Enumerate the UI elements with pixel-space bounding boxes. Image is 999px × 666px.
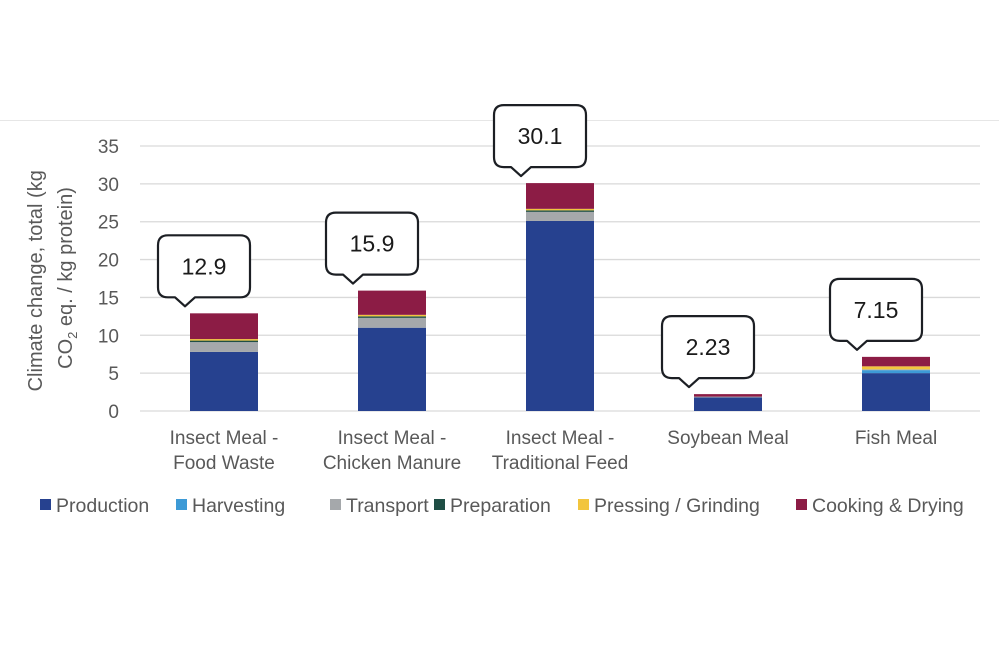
y-tick-label: 30 [98, 175, 119, 196]
y-axis-label-line-2: CO2 eq. / kg protein) [55, 187, 80, 369]
bar-segment-transport [526, 211, 594, 221]
y-tick-label: 15 [98, 288, 119, 309]
callout-total-value: 2.23 [686, 334, 731, 360]
bar-segment-transport [358, 317, 426, 328]
y-axis-ticks: 0 5 10 15 20 25 30 35 [98, 137, 119, 423]
callout-bubble [828, 277, 924, 351]
y-tick-label: 0 [108, 402, 119, 423]
bar-segment-cooking-drying [358, 290, 426, 315]
total-callout: 15.9 [324, 211, 420, 285]
bar-segment-harvesting [862, 370, 930, 374]
legend-label: Cooking & Drying [812, 495, 964, 517]
total-callout: 7.15 [828, 277, 924, 351]
bar-segment-production [190, 351, 258, 411]
x-axis-labels: Insect Meal - Food Waste Insect Meal - Chic… [170, 428, 938, 474]
bar-segment-cooking-drying [862, 356, 930, 367]
legend-item: Production [40, 495, 149, 517]
y-axis-label: Climate change, total (kg CO2 eq. / kg p… [25, 165, 80, 392]
legend-swatch [40, 499, 51, 510]
bar-segment-preparation [190, 340, 258, 343]
y-tick-label: 10 [98, 326, 119, 347]
bar-segment-production [862, 373, 930, 411]
bar-segment-production [526, 220, 594, 411]
legend-swatch [578, 499, 589, 510]
bar-stack [862, 356, 930, 411]
x-category-label: Fish Meal [855, 428, 937, 449]
callout-total-value: 15.9 [350, 231, 395, 257]
bar-segment-transport [862, 369, 930, 371]
legend-label: Harvesting [192, 495, 285, 517]
y-tick-label: 5 [108, 364, 119, 385]
y-axis-label-line-1: Climate change, total (kg [25, 170, 47, 391]
total-callout: 12.9 [156, 234, 252, 308]
x-category-label: Insect Meal - [506, 428, 615, 449]
legend-swatch [330, 499, 341, 510]
bar-segment-transport [190, 342, 258, 352]
legend-swatch [796, 499, 807, 510]
bars [190, 183, 930, 411]
legend-item: Pressing / Grinding [578, 495, 760, 517]
legend-item: Cooking & Drying [796, 495, 964, 517]
legend-item: Harvesting [176, 495, 285, 517]
bar-segment-cooking-drying [694, 394, 762, 397]
total-callout: 2.23 [660, 315, 756, 389]
y-tick-label: 35 [98, 137, 119, 158]
callout-total-value: 12.9 [182, 253, 227, 279]
legend-label: Pressing / Grinding [594, 495, 760, 517]
legend: Production Harvesting Transport Preparation… [40, 495, 964, 517]
bar-segment-pressing-grinding [862, 366, 930, 370]
y-tick-label: 20 [98, 251, 119, 272]
bar-stack [358, 290, 426, 411]
legend-label: Transport [346, 495, 429, 517]
x-category-label: Traditional Feed [492, 453, 629, 474]
total-callouts: 12.9 15.9 30.1 2.23 7.15 [156, 104, 924, 389]
x-category-label: Insect Meal - [338, 428, 447, 449]
x-category-label: Soybean Meal [667, 428, 788, 449]
bar-segment-pressing-grinding [358, 314, 426, 317]
bar-stack [526, 183, 594, 411]
bar-segment-pressing-grinding [190, 339, 258, 341]
x-category-label: Insect Meal - [170, 428, 279, 449]
legend-swatch [434, 499, 445, 510]
bar-segment-transport [694, 396, 762, 398]
bar-segment-production [358, 327, 426, 411]
legend-label: Production [56, 495, 149, 517]
total-callout: 30.1 [492, 104, 588, 178]
y-tick-label: 25 [98, 213, 119, 234]
legend-label: Preparation [450, 495, 551, 517]
callout-total-value: 30.1 [518, 123, 563, 149]
x-category-label: Chicken Manure [323, 453, 461, 474]
callout-bubble [492, 104, 588, 178]
bar-segment-preparation [526, 210, 594, 212]
legend-item: Preparation [434, 495, 551, 517]
bar-stack [694, 394, 762, 411]
bar-segment-cooking-drying [526, 183, 594, 209]
legend-swatch [176, 499, 187, 510]
bar-segment-preparation [358, 316, 426, 318]
bar-stack [190, 313, 258, 411]
legend-item: Transport [330, 495, 429, 517]
callout-bubble [660, 315, 756, 389]
callout-total-value: 7.15 [854, 297, 899, 323]
callout-bubble [324, 211, 420, 285]
callout-bubble [156, 234, 252, 308]
bar-segment-pressing-grinding [526, 208, 594, 211]
x-category-label: Food Waste [173, 453, 275, 474]
bar-segment-production [694, 397, 762, 411]
bar-segment-cooking-drying [190, 313, 258, 340]
